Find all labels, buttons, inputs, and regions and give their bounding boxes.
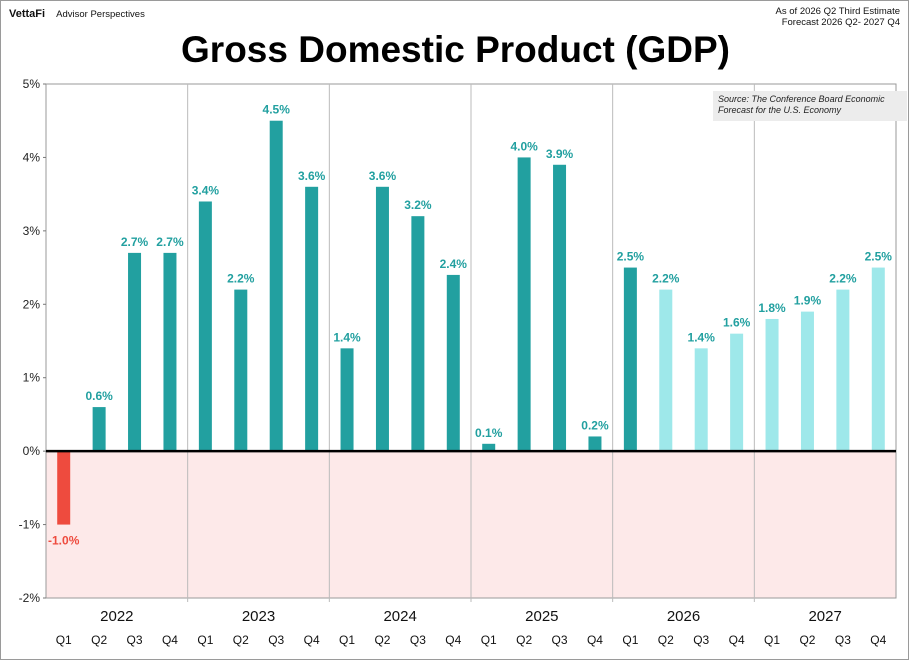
data-label: 3.2% bbox=[404, 198, 432, 212]
quarter-label: Q2 bbox=[658, 633, 674, 647]
source-line-1: Source: The Conference Board Economic bbox=[718, 94, 885, 104]
data-label: 2.7% bbox=[156, 235, 184, 249]
gdp-bar bbox=[269, 120, 283, 452]
y-tick-label: 2% bbox=[23, 297, 41, 311]
quarter-label: Q3 bbox=[127, 633, 143, 647]
quarter-label: Q2 bbox=[233, 633, 249, 647]
gdp-bar bbox=[340, 348, 354, 452]
data-label: 1.4% bbox=[333, 330, 361, 344]
quarter-label: Q1 bbox=[622, 633, 638, 647]
quarter-label: Q2 bbox=[374, 633, 390, 647]
y-tick-label: 5% bbox=[23, 77, 41, 91]
gdp-bar bbox=[128, 252, 142, 452]
gdp-bar bbox=[57, 451, 71, 525]
data-label: 2.7% bbox=[121, 235, 149, 249]
quarter-label: Q4 bbox=[304, 633, 320, 647]
quarter-label: Q2 bbox=[799, 633, 815, 647]
gdp-bar bbox=[163, 252, 177, 452]
data-label: 2.2% bbox=[227, 272, 255, 286]
quarter-label: Q4 bbox=[587, 633, 603, 647]
gdp-bar bbox=[305, 186, 319, 452]
gdp-bar bbox=[446, 274, 460, 452]
data-label: 1.9% bbox=[794, 294, 822, 308]
data-label: 2.2% bbox=[652, 272, 680, 286]
data-label: 0.2% bbox=[581, 418, 609, 432]
quarter-label: Q2 bbox=[91, 633, 107, 647]
source-line-2: Forecast for the U.S. Economy bbox=[718, 105, 842, 115]
data-label: 2.5% bbox=[617, 250, 645, 264]
gdp-bar bbox=[871, 267, 885, 452]
as-of-line-1: As of 2026 Q2 Third Estimate bbox=[775, 6, 900, 17]
data-label: 2.2% bbox=[829, 272, 857, 286]
quarter-label: Q4 bbox=[162, 633, 178, 647]
gdp-bar bbox=[482, 443, 496, 452]
gdp-bar bbox=[517, 157, 531, 452]
quarter-label: Q4 bbox=[870, 633, 886, 647]
data-label: 1.4% bbox=[688, 330, 716, 344]
quarter-label: Q4 bbox=[445, 633, 461, 647]
data-label: 0.1% bbox=[475, 426, 503, 440]
data-label: 2.4% bbox=[440, 257, 468, 271]
gdp-bar bbox=[553, 164, 567, 452]
quarter-label: Q4 bbox=[729, 633, 745, 647]
gdp-bar bbox=[588, 436, 602, 452]
y-tick-label: 0% bbox=[23, 444, 41, 458]
data-label: 3.4% bbox=[192, 183, 220, 197]
as-of-note: As of 2026 Q2 Third Estimate Forecast 20… bbox=[776, 6, 900, 28]
year-label: 2026 bbox=[667, 608, 700, 625]
gdp-bar bbox=[836, 289, 850, 452]
quarter-label: Q3 bbox=[268, 633, 284, 647]
gdp-bar bbox=[800, 311, 814, 452]
data-label: 4.0% bbox=[510, 139, 538, 153]
gdp-bar bbox=[765, 318, 779, 452]
quarter-label: Q1 bbox=[339, 633, 355, 647]
gdp-bar bbox=[659, 289, 673, 452]
quarter-label: Q3 bbox=[835, 633, 851, 647]
y-tick-label: 4% bbox=[23, 150, 41, 164]
gdp-bar bbox=[411, 216, 425, 452]
y-tick-label: -1% bbox=[19, 518, 41, 532]
gdp-bar bbox=[92, 407, 106, 452]
year-label: 2027 bbox=[808, 608, 841, 625]
year-label: 2022 bbox=[100, 608, 133, 625]
data-label: 3.6% bbox=[298, 169, 326, 183]
quarter-label: Q1 bbox=[56, 633, 72, 647]
y-tick-label: -2% bbox=[19, 591, 41, 605]
data-label: 3.6% bbox=[369, 169, 397, 183]
chart-title: Gross Domestic Product (GDP) bbox=[181, 29, 730, 70]
quarter-label: Q3 bbox=[693, 633, 709, 647]
brand-name: Advisor Perspectives bbox=[56, 9, 145, 20]
brand: VettaFi Advisor Perspectives bbox=[9, 8, 145, 20]
quarter-label: Q1 bbox=[197, 633, 213, 647]
data-label: 0.6% bbox=[85, 389, 113, 403]
gdp-bar bbox=[198, 201, 212, 452]
as-of-line-2: Forecast 2026 Q2- 2027 Q4 bbox=[781, 17, 900, 28]
gdp-bar bbox=[694, 348, 708, 452]
data-label: 4.5% bbox=[263, 103, 291, 117]
source-note: Source: The Conference Board Economic Fo… bbox=[713, 91, 907, 121]
y-tick-label: 1% bbox=[23, 371, 41, 385]
data-label: 2.5% bbox=[865, 250, 893, 264]
data-label: -1.0% bbox=[48, 534, 80, 548]
quarter-label: Q2 bbox=[516, 633, 532, 647]
gdp-bar bbox=[623, 267, 637, 452]
quarter-label: Q3 bbox=[410, 633, 426, 647]
year-label: 2025 bbox=[525, 608, 558, 625]
quarter-label: Q3 bbox=[552, 633, 568, 647]
gdp-bar bbox=[730, 333, 744, 452]
data-label: 1.8% bbox=[758, 301, 786, 315]
quarter-label: Q1 bbox=[481, 633, 497, 647]
year-label: 2024 bbox=[383, 608, 416, 625]
y-tick-label: 3% bbox=[23, 224, 41, 238]
data-label: 3.9% bbox=[546, 147, 574, 161]
vettafi-logo: VettaFi bbox=[9, 8, 46, 20]
gdp-bar bbox=[234, 289, 248, 452]
quarter-label: Q1 bbox=[764, 633, 780, 647]
year-label: 2023 bbox=[242, 608, 275, 625]
data-label: 1.6% bbox=[723, 316, 751, 330]
gdp-bar bbox=[375, 186, 389, 452]
